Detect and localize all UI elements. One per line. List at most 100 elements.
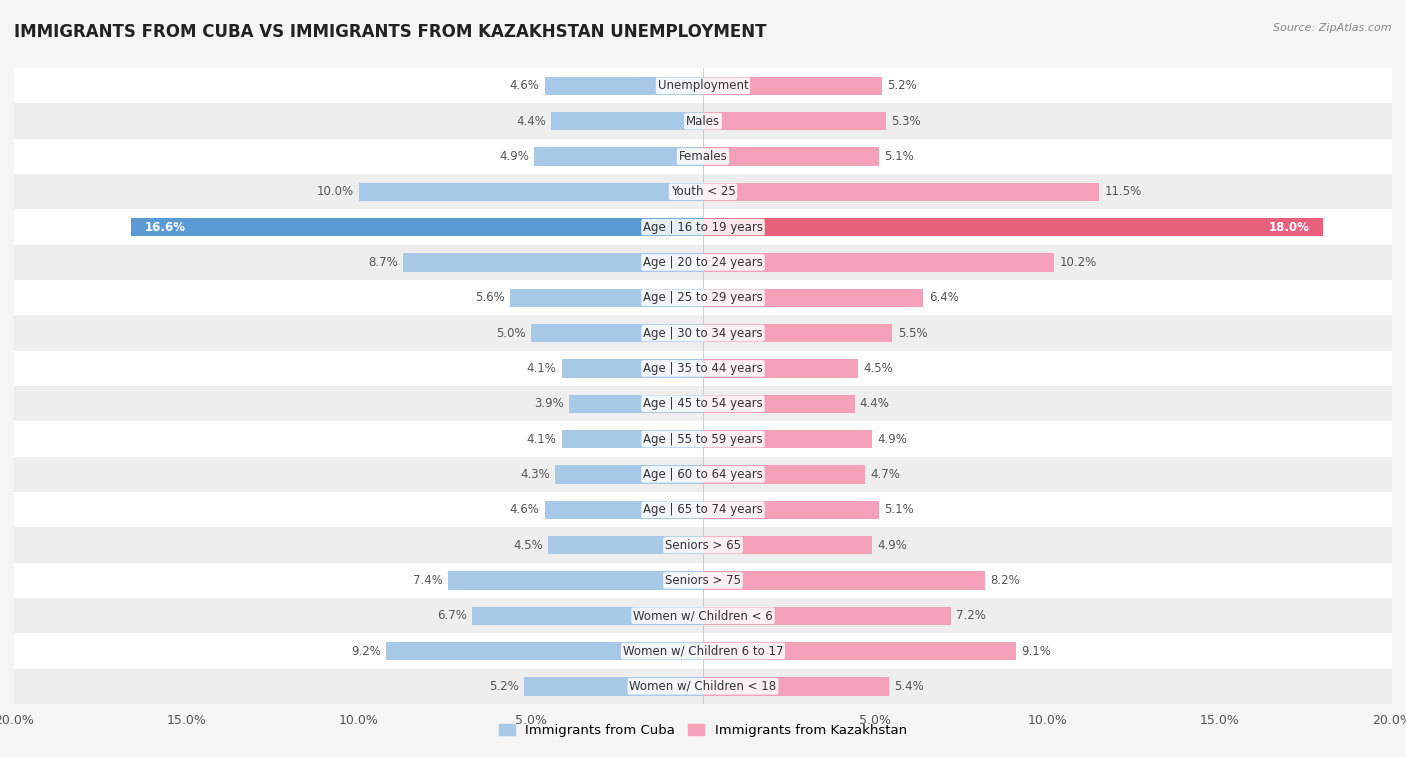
- Text: 4.5%: 4.5%: [513, 538, 543, 552]
- Bar: [14, 139, 1392, 174]
- Text: 5.6%: 5.6%: [475, 291, 505, 304]
- Text: 9.2%: 9.2%: [352, 644, 381, 658]
- Text: Age | 30 to 34 years: Age | 30 to 34 years: [643, 326, 763, 340]
- Text: Age | 16 to 19 years: Age | 16 to 19 years: [643, 220, 763, 234]
- Text: IMMIGRANTS FROM CUBA VS IMMIGRANTS FROM KAZAKHSTAN UNEMPLOYMENT: IMMIGRANTS FROM CUBA VS IMMIGRANTS FROM …: [14, 23, 766, 41]
- Text: 4.9%: 4.9%: [499, 150, 529, 163]
- Bar: [14, 316, 1392, 350]
- Bar: [404, 254, 703, 272]
- Text: 4.4%: 4.4%: [859, 397, 890, 410]
- Bar: [703, 324, 893, 342]
- Bar: [703, 500, 879, 519]
- Text: Age | 45 to 54 years: Age | 45 to 54 years: [643, 397, 763, 410]
- Text: 5.1%: 5.1%: [884, 503, 914, 516]
- Bar: [14, 68, 1392, 104]
- Text: 6.7%: 6.7%: [437, 609, 467, 622]
- Bar: [14, 562, 1392, 598]
- Text: Women w/ Children < 6: Women w/ Children < 6: [633, 609, 773, 622]
- Bar: [449, 572, 703, 590]
- Text: 4.7%: 4.7%: [870, 468, 900, 481]
- Bar: [531, 324, 703, 342]
- Text: 4.3%: 4.3%: [520, 468, 550, 481]
- Bar: [548, 536, 703, 554]
- Bar: [14, 422, 1392, 456]
- Bar: [14, 210, 1392, 245]
- Text: 10.0%: 10.0%: [316, 185, 353, 198]
- Bar: [703, 394, 855, 413]
- Bar: [510, 288, 703, 307]
- Text: 11.5%: 11.5%: [1104, 185, 1142, 198]
- Bar: [703, 76, 882, 95]
- Text: 16.6%: 16.6%: [145, 220, 186, 234]
- Text: 8.7%: 8.7%: [368, 256, 398, 269]
- Text: Youth < 25: Youth < 25: [671, 185, 735, 198]
- Bar: [555, 466, 703, 484]
- Bar: [534, 148, 703, 166]
- Bar: [14, 668, 1392, 704]
- Text: Males: Males: [686, 114, 720, 128]
- Legend: Immigrants from Cuba, Immigrants from Kazakhstan: Immigrants from Cuba, Immigrants from Ka…: [494, 718, 912, 742]
- Text: 9.1%: 9.1%: [1022, 644, 1052, 658]
- Bar: [14, 174, 1392, 210]
- Text: Females: Females: [679, 150, 727, 163]
- Bar: [524, 678, 703, 696]
- Text: Women w/ Children < 18: Women w/ Children < 18: [630, 680, 776, 693]
- Bar: [544, 76, 703, 95]
- Text: 8.2%: 8.2%: [991, 574, 1021, 587]
- Bar: [551, 112, 703, 130]
- Text: 5.0%: 5.0%: [496, 326, 526, 340]
- Text: Source: ZipAtlas.com: Source: ZipAtlas.com: [1274, 23, 1392, 33]
- Bar: [703, 466, 865, 484]
- Bar: [14, 598, 1392, 634]
- Text: 18.0%: 18.0%: [1268, 220, 1309, 234]
- Bar: [703, 606, 950, 625]
- Bar: [562, 430, 703, 448]
- Text: 5.2%: 5.2%: [489, 680, 519, 693]
- Bar: [703, 218, 1323, 236]
- Text: 4.9%: 4.9%: [877, 432, 907, 446]
- Text: 10.2%: 10.2%: [1060, 256, 1097, 269]
- Bar: [14, 280, 1392, 316]
- Text: 5.1%: 5.1%: [884, 150, 914, 163]
- Text: 4.1%: 4.1%: [527, 432, 557, 446]
- Bar: [562, 360, 703, 378]
- Text: Age | 55 to 59 years: Age | 55 to 59 years: [643, 432, 763, 446]
- Text: Age | 65 to 74 years: Age | 65 to 74 years: [643, 503, 763, 516]
- Text: Age | 20 to 24 years: Age | 20 to 24 years: [643, 256, 763, 269]
- Text: 4.6%: 4.6%: [509, 503, 540, 516]
- Bar: [703, 182, 1099, 201]
- Text: 5.4%: 5.4%: [894, 680, 924, 693]
- Bar: [14, 245, 1392, 280]
- Bar: [703, 148, 879, 166]
- Bar: [14, 492, 1392, 528]
- Bar: [14, 634, 1392, 668]
- Bar: [359, 182, 703, 201]
- Bar: [703, 430, 872, 448]
- Text: Seniors > 75: Seniors > 75: [665, 574, 741, 587]
- Text: 6.4%: 6.4%: [928, 291, 959, 304]
- Bar: [14, 104, 1392, 139]
- Bar: [568, 394, 703, 413]
- Bar: [14, 456, 1392, 492]
- Bar: [703, 360, 858, 378]
- Text: 4.4%: 4.4%: [516, 114, 547, 128]
- Bar: [14, 350, 1392, 386]
- Bar: [544, 500, 703, 519]
- Bar: [703, 642, 1017, 660]
- Bar: [14, 528, 1392, 562]
- Text: 4.6%: 4.6%: [509, 79, 540, 92]
- Text: Unemployment: Unemployment: [658, 79, 748, 92]
- Text: Age | 60 to 64 years: Age | 60 to 64 years: [643, 468, 763, 481]
- Bar: [131, 218, 703, 236]
- Text: 4.1%: 4.1%: [527, 362, 557, 375]
- Text: 5.3%: 5.3%: [891, 114, 921, 128]
- Bar: [387, 642, 703, 660]
- Bar: [703, 254, 1054, 272]
- Text: 5.5%: 5.5%: [897, 326, 927, 340]
- Bar: [14, 386, 1392, 422]
- Text: 7.2%: 7.2%: [956, 609, 986, 622]
- Text: Age | 25 to 29 years: Age | 25 to 29 years: [643, 291, 763, 304]
- Bar: [703, 288, 924, 307]
- Bar: [703, 112, 886, 130]
- Bar: [472, 606, 703, 625]
